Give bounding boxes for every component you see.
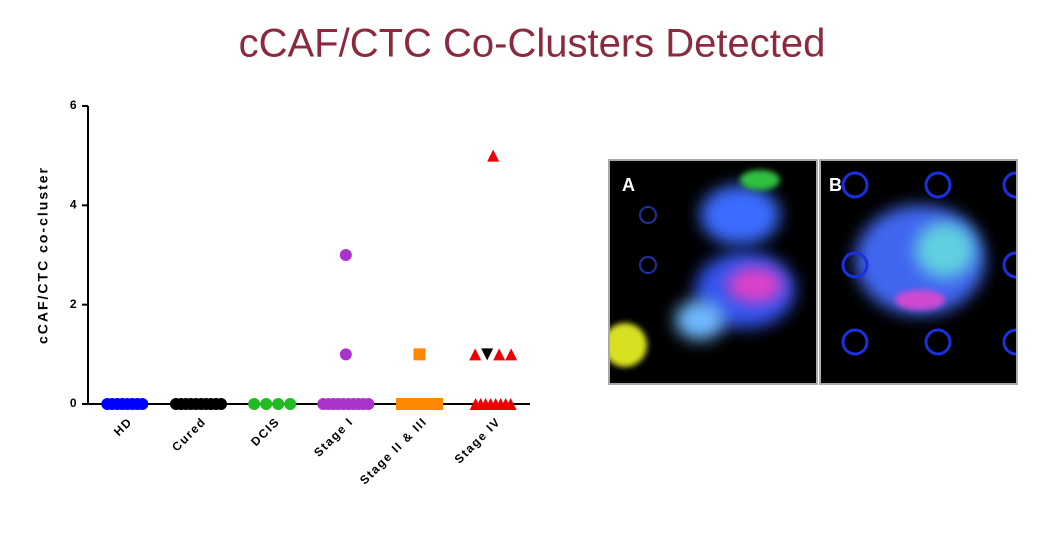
cell-blob [895,290,945,310]
cell-blob [915,222,975,278]
point [284,398,297,410]
x-tick-label: Stage II & III [357,414,430,487]
pore [924,171,952,199]
pore [639,256,657,274]
y-tick-label: 4 [70,198,78,212]
panel-label: A [622,175,635,195]
plot: 0 2 4 6 HD Cured DCIS Stage I Stage II & III Stag… [70,98,530,487]
point [431,398,443,410]
point [481,348,494,361]
x-tick-label: Stage I [311,414,356,459]
cell-blob [700,185,780,245]
pore [841,328,869,356]
point [136,398,149,410]
cell-blob [675,300,725,340]
point [469,348,482,361]
point [362,398,375,410]
pore [1002,328,1016,356]
point [493,348,506,361]
cell-blob [727,267,783,303]
image-panel-a: A [608,159,818,385]
cell-blob [740,170,780,190]
point [248,398,261,410]
point [272,398,285,410]
chart-title: cCAF/CTC Co-Clusters Detected [239,22,826,66]
point [504,398,517,410]
panel-label: B [829,175,842,195]
y-tick-label: 2 [70,297,78,311]
pore [1002,251,1016,279]
y-tick-label: 6 [70,98,78,112]
point [339,249,352,261]
point [487,149,500,162]
point [413,348,426,361]
y-axis-label: cCAF/CTC co-cluster [35,166,51,344]
y-tick-label: 0 [70,396,78,410]
pore [841,251,869,279]
x-tick-label: DCIS [248,414,282,448]
pore [1002,171,1016,199]
pore [924,328,952,356]
point [215,398,227,410]
point [260,398,273,410]
x-tick-label: HD [111,414,135,438]
x-tick-label: Cured [169,414,209,454]
image-panel-b: B [819,159,1018,385]
cell-blob [610,323,647,367]
x-tick-label: Stage IV [452,414,504,466]
pore [639,206,657,224]
pore [841,171,869,199]
point [339,348,352,361]
point [505,348,518,361]
